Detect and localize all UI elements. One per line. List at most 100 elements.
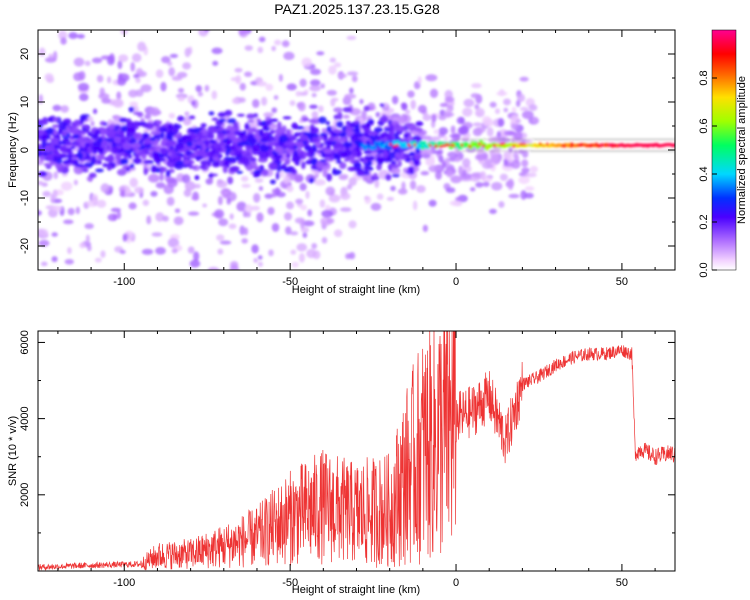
spectral-noise-blob bbox=[79, 242, 86, 249]
spectral-noise-blob bbox=[271, 107, 278, 114]
spectral-noise-blob bbox=[169, 53, 179, 58]
spectral-cluster-blob bbox=[257, 157, 268, 163]
spectral-cluster-blob bbox=[143, 159, 153, 165]
spectral-noise-blob bbox=[515, 118, 522, 124]
signal-band-segment bbox=[422, 140, 427, 146]
colorbar-tick-label: 0.6 bbox=[698, 118, 710, 133]
spectral-cluster-blob bbox=[150, 130, 160, 135]
spectral-cluster-blob bbox=[107, 153, 115, 162]
signal-hotspot bbox=[460, 143, 464, 147]
signal-hotspot bbox=[388, 142, 393, 146]
spectral-noise-blob bbox=[68, 32, 78, 40]
colorbar-frame bbox=[711, 29, 737, 271]
spectral-cluster-blob bbox=[106, 164, 112, 171]
spectral-noise-blob bbox=[239, 82, 246, 91]
spectral-cluster-blob bbox=[291, 122, 298, 130]
spectral-cluster-blob bbox=[338, 131, 347, 138]
spectral-cluster-blob bbox=[66, 150, 73, 154]
spectral-noise-blob bbox=[239, 225, 246, 236]
spectral-noise-blob bbox=[316, 51, 325, 56]
spectral-noise-blob bbox=[60, 181, 73, 191]
spectral-noise-blob bbox=[339, 207, 352, 212]
spectral-noise-blob bbox=[51, 256, 58, 263]
spectral-cluster-blob bbox=[269, 179, 276, 185]
spectral-noise-blob bbox=[193, 183, 201, 189]
spectral-noise-blob bbox=[339, 174, 349, 179]
spectral-noise-blob bbox=[271, 188, 282, 194]
spectral-cluster-blob bbox=[293, 145, 299, 150]
spectral-cluster-blob bbox=[236, 147, 243, 151]
y-tick-label: 10 bbox=[19, 96, 31, 108]
spectral-noise-blob bbox=[140, 84, 152, 93]
spectral-cluster-blob bbox=[376, 163, 382, 171]
spectral-noise-blob bbox=[257, 261, 263, 267]
spectral-noise-blob bbox=[286, 83, 297, 91]
spectral-cluster-blob bbox=[317, 136, 324, 141]
spectral-cluster-blob bbox=[311, 157, 318, 166]
spectral-cluster-blob bbox=[217, 131, 225, 138]
spectral-noise-blob bbox=[253, 258, 258, 263]
spectral-noise-blob bbox=[236, 201, 247, 212]
spectral-noise-blob bbox=[41, 182, 48, 187]
signal-hotspot bbox=[646, 145, 650, 148]
spectral-cluster-blob bbox=[363, 126, 370, 134]
spectral-cluster-blob bbox=[406, 122, 417, 131]
spectral-noise-blob bbox=[503, 152, 514, 160]
spectral-cluster-blob bbox=[196, 131, 205, 137]
spectral-cluster-blob bbox=[309, 177, 314, 184]
snr-xlabel: Height of straight line (km) bbox=[292, 584, 420, 596]
spectral-noise-blob bbox=[118, 54, 129, 63]
spectral-cluster-blob bbox=[194, 140, 205, 146]
spectral-noise-blob bbox=[211, 90, 218, 100]
spectral-noise-blob bbox=[375, 111, 381, 118]
spectral-noise-blob bbox=[195, 85, 202, 93]
spectral-noise-blob bbox=[420, 135, 433, 140]
spectral-cluster-blob bbox=[274, 154, 281, 162]
spectral-cluster-blob bbox=[383, 133, 389, 137]
spectral-noise-blob bbox=[475, 154, 487, 161]
spectral-cluster-blob bbox=[340, 150, 348, 159]
spectral-noise-blob bbox=[395, 169, 401, 175]
snr-ylabel: SNR (10 * v/v) bbox=[7, 416, 19, 486]
spectral-cluster-blob bbox=[343, 158, 350, 162]
spectral-noise-blob bbox=[110, 21, 119, 26]
spectrogram-frame bbox=[37, 29, 676, 271]
spectral-cluster-blob bbox=[284, 141, 294, 146]
spectral-noise-blob bbox=[100, 310, 110, 317]
spectral-cluster-blob bbox=[188, 115, 196, 120]
spectral-cluster-blob bbox=[284, 158, 291, 164]
spectral-cluster-blob bbox=[173, 133, 181, 139]
spectral-cluster-blob bbox=[114, 153, 120, 158]
spectral-noise-blob bbox=[438, 155, 444, 163]
spectral-noise-blob bbox=[183, 189, 192, 197]
spectral-cluster-blob bbox=[131, 143, 142, 149]
signal-hotspot bbox=[512, 144, 516, 148]
spectral-cluster-blob bbox=[390, 164, 400, 169]
signal-band-segment bbox=[672, 143, 675, 147]
spectral-noise-blob bbox=[425, 74, 438, 82]
signal-band-segment bbox=[384, 144, 389, 150]
spectral-noise-blob bbox=[325, 186, 336, 196]
spectral-noise-blob bbox=[171, 248, 178, 254]
spectral-noise-blob bbox=[42, 190, 51, 197]
spectral-cluster-blob bbox=[283, 168, 291, 173]
spectral-noise-blob bbox=[518, 149, 525, 155]
signal-hotspot bbox=[445, 143, 449, 146]
spectral-noise-blob bbox=[271, 222, 280, 232]
spectral-noise-blob bbox=[60, 37, 67, 45]
spectral-cluster-blob bbox=[95, 168, 104, 173]
spectral-cluster-blob bbox=[265, 119, 272, 126]
spectral-noise-blob bbox=[511, 106, 517, 113]
spectral-cluster-blob bbox=[92, 108, 98, 114]
signal-hotspot bbox=[477, 142, 481, 146]
spectral-noise-blob bbox=[447, 151, 458, 158]
spectral-cluster-blob bbox=[322, 134, 328, 142]
spectral-noise-blob bbox=[184, 181, 196, 191]
signal-band-segment bbox=[420, 145, 426, 150]
spectral-noise-blob bbox=[428, 165, 440, 173]
spectral-noise-blob bbox=[257, 255, 263, 260]
spectral-noise-blob bbox=[116, 210, 122, 220]
spectral-noise-blob bbox=[507, 178, 514, 188]
